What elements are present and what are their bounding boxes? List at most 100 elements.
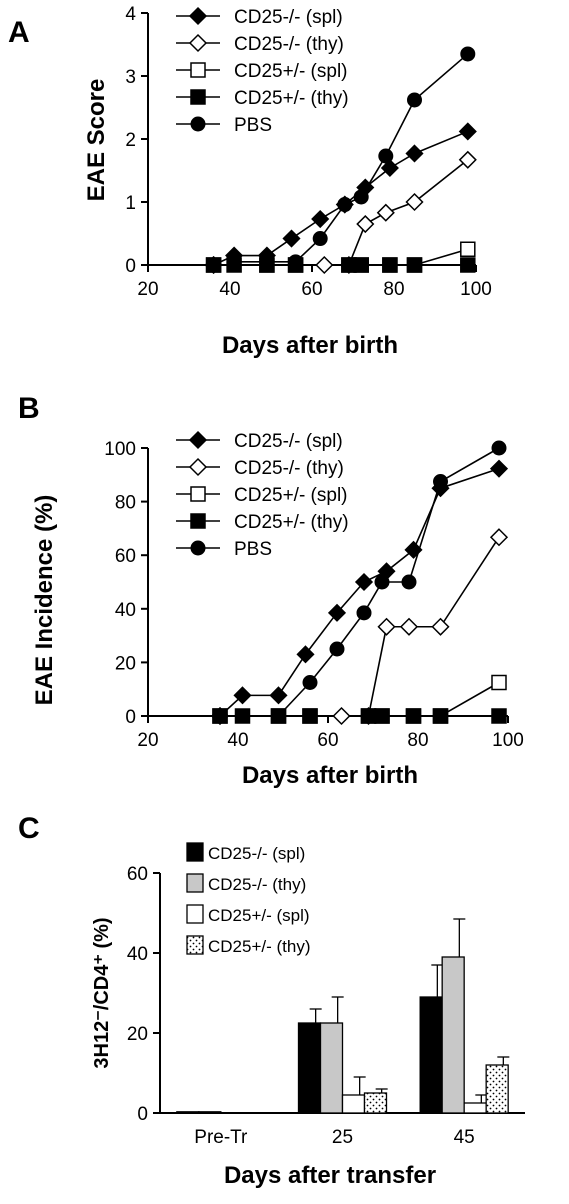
chart-c-bar-cd25-thy bbox=[198, 1111, 222, 1114]
chart-c-category-label: 25 bbox=[332, 1127, 353, 1148]
chart-b-point-pbs bbox=[329, 641, 345, 657]
chart-b-point-cd25-spl bbox=[233, 686, 252, 705]
chart-b-point-cd25-spl bbox=[354, 572, 374, 592]
chart-a-legend-marker-cd25-thy bbox=[188, 33, 208, 53]
chart-a-legend-label: CD25-/- (thy) bbox=[234, 34, 344, 55]
panel-letter-a: A bbox=[8, 16, 30, 49]
chart-c-x-axis-title: Days after transfer bbox=[224, 1162, 436, 1189]
chart-c-legend-label: CD25+/- (thy) bbox=[208, 937, 311, 956]
chart-c-category-label: 45 bbox=[454, 1127, 475, 1148]
chart-a-line-cd25-spl bbox=[213, 130, 469, 266]
chart-b-point-pbs bbox=[374, 574, 390, 590]
chart-b-y-tick-label: 80 bbox=[115, 493, 136, 514]
chart-a-point-pbs bbox=[226, 254, 242, 270]
chart-a-point-pbs bbox=[288, 254, 304, 270]
chart-a-y-tick-label: 2 bbox=[125, 130, 136, 151]
chart-a-legend-marker-pbs bbox=[190, 116, 206, 132]
chart-b-legend-label: PBS bbox=[234, 539, 272, 560]
chart-c-y-axis-title: 3H12⁻/CD4⁺ (%) bbox=[91, 917, 113, 1068]
chart-b-x-tick-label: 60 bbox=[317, 730, 338, 751]
chart-c-bar-cd25-thy bbox=[363, 1092, 388, 1114]
chart-b-point-cd25-thy bbox=[432, 708, 449, 724]
panel-letter-b: B bbox=[18, 392, 40, 425]
chart-b-legend-label: CD25-/- (spl) bbox=[234, 431, 343, 452]
chart-b-point-pbs bbox=[271, 708, 286, 724]
chart-a-point-pbs bbox=[460, 46, 476, 62]
chart-b-point-cd25-thy bbox=[212, 708, 228, 724]
chart-a-point-pbs bbox=[337, 197, 353, 213]
chart-a-point-cd25-thy bbox=[406, 257, 423, 273]
chart-c-bar-cd25-spl bbox=[341, 1094, 366, 1114]
chart-b-point-cd25-thy bbox=[332, 706, 351, 726]
chart-a-point-cd25-thy bbox=[353, 257, 369, 273]
chart-b-y-tick-label: 60 bbox=[115, 546, 136, 567]
chart-b-point-cd25-thy bbox=[399, 617, 419, 636]
chart-b-x-tick-label: 100 bbox=[492, 730, 524, 751]
chart-b-point-cd25-thy bbox=[377, 617, 396, 636]
chart-b-point-cd25-thy bbox=[302, 708, 318, 724]
chart-a-legend-marker-cd25-thy bbox=[190, 89, 206, 105]
chart-b-y-tick-label: 40 bbox=[115, 600, 136, 621]
chart-c-legend-swatch-cd25-thy bbox=[186, 935, 204, 955]
chart-c-y-tick-label: 40 bbox=[127, 944, 148, 965]
chart-a-point-cd25-thy bbox=[376, 203, 395, 222]
chart-b-legend-label: CD25+/- (spl) bbox=[234, 485, 348, 506]
chart-b-point-cd25-spl bbox=[296, 645, 315, 664]
chart-b-point-pbs bbox=[433, 474, 448, 489]
chart-a-y-axis-title: EAE Score bbox=[83, 79, 110, 202]
chart-c-bar-cd25-spl bbox=[463, 1102, 487, 1114]
chart-a-point-pbs bbox=[407, 92, 422, 108]
chart-c-bar-cd25-spl bbox=[419, 996, 443, 1114]
chart-c-legend-label: CD25+/- (spl) bbox=[208, 906, 310, 925]
chart-b-point-cd25-spl bbox=[327, 603, 347, 622]
chart-c-y-tick-label: 60 bbox=[127, 864, 148, 885]
chart-a-x-tick-label: 20 bbox=[137, 279, 158, 300]
chart-b-point-pbs bbox=[401, 574, 417, 590]
chart-b-point-cd25-thy bbox=[360, 708, 377, 724]
chart-a-point-cd25-thy bbox=[356, 214, 375, 234]
chart-b-point-cd25-thy bbox=[491, 708, 507, 724]
chart-b-point-cd25-spl bbox=[489, 459, 509, 478]
chart-b-point-cd25-spl bbox=[404, 540, 423, 559]
chart-a-legend-label: CD25+/- (thy) bbox=[234, 88, 349, 109]
chart-a-point-pbs bbox=[353, 189, 369, 205]
chart-b-x-axis-title: Days after birth bbox=[242, 762, 418, 789]
chart-b-point-cd25-thy bbox=[489, 528, 509, 547]
chart-c-bar-cd25-spl bbox=[297, 1022, 322, 1114]
chart-a-point-cd25-thy bbox=[315, 255, 334, 275]
chart-a-y-tick-label: 4 bbox=[125, 4, 136, 25]
chart-b-point-pbs bbox=[356, 605, 372, 621]
chart-c-legend-label: CD25-/- (spl) bbox=[208, 844, 305, 863]
chart-a-line-cd25-thy bbox=[213, 159, 469, 266]
chart-b-legend-label: CD25-/- (thy) bbox=[234, 458, 344, 479]
chart-b-point-cd25-thy bbox=[405, 708, 422, 724]
chart-a-point-cd25-thy bbox=[460, 257, 476, 273]
chart-c-y-tick-label: 0 bbox=[137, 1104, 148, 1125]
chart-c-legend: CD25-/- (spl) CD25-/- (thy) CD25+/- (spl) C… bbox=[186, 842, 311, 956]
chart-c-legend-swatch-cd25-spl bbox=[186, 904, 204, 924]
chart-c-bar-cd25-thy bbox=[441, 956, 465, 1114]
chart-c-legend-swatch-cd25-thy bbox=[186, 873, 204, 893]
chart-a-x-tick-label: 40 bbox=[219, 279, 240, 300]
chart-a-point-cd25-spl bbox=[405, 144, 424, 163]
chart-c-bar-cd25-thy bbox=[485, 1064, 509, 1114]
chart-a: 0 1 2 3 4 20 40 60 80 100 bbox=[125, 4, 491, 300]
chart-b-point-cd25-spl bbox=[491, 674, 507, 691]
chart-b-point-pbs bbox=[491, 440, 507, 456]
chart-a-point-cd25-spl bbox=[282, 229, 301, 248]
chart-a-y-tick-label: 1 bbox=[125, 193, 136, 214]
chart-b-line-cd25-thy bbox=[220, 536, 500, 717]
chart-c-y-tick-label: 20 bbox=[127, 1024, 148, 1045]
chart-a-point-cd25-spl bbox=[380, 158, 399, 178]
chart-b-legend-marker-pbs bbox=[190, 540, 206, 556]
chart-a-y-tick-label: 3 bbox=[125, 67, 136, 88]
chart-b-legend-marker-cd25-thy bbox=[188, 457, 208, 477]
chart-c-legend-label: CD25-/- (thy) bbox=[208, 875, 306, 894]
chart-b-point-pbs bbox=[302, 675, 318, 690]
chart-b-y-axis-title: EAE Incidence (%) bbox=[31, 495, 58, 706]
chart-b-point-pbs bbox=[235, 708, 250, 724]
chart-b-point-cd25-thy bbox=[374, 708, 390, 724]
